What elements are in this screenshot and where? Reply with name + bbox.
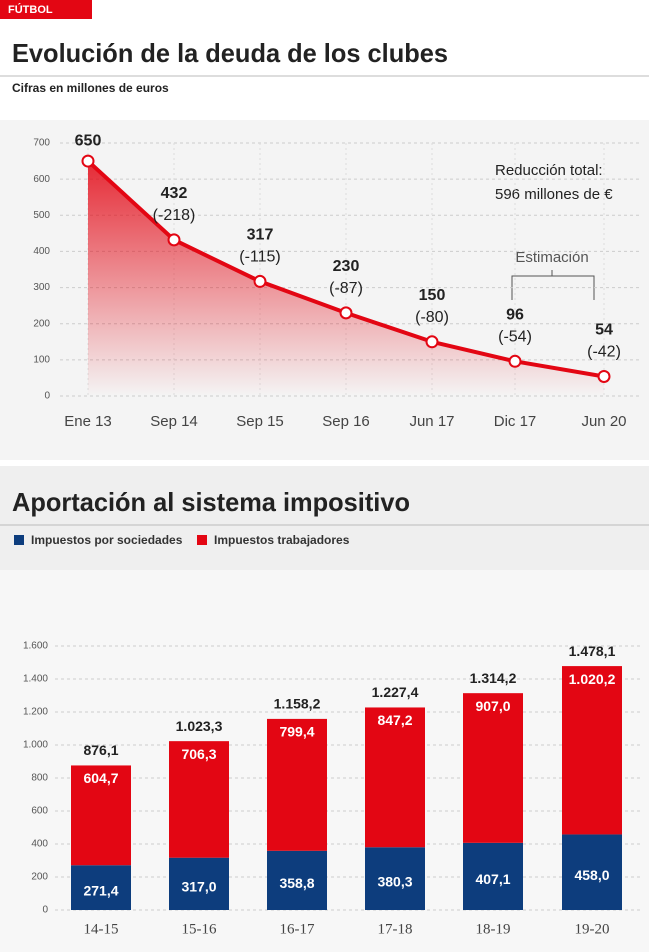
x-tick-label: 18-19 [476,921,511,937]
y-tick-label: 500 [33,210,50,221]
y-tick-label: 1.600 [23,641,48,652]
total-label: 1.227,4 [372,684,419,700]
total-label: 1.478,1 [569,643,616,659]
bar-segment [562,834,622,910]
value-label: 458,0 [574,867,609,883]
x-tick-label: Ene 13 [64,413,112,430]
bar-segment [169,741,229,858]
section-label: FÚTBOL [8,3,53,16]
y-tick-label: 600 [33,174,50,185]
bar-segment [562,666,622,835]
y-tick-label: 400 [33,246,50,257]
change-label: (-54) [498,329,532,346]
total-label: 1.023,3 [176,718,223,734]
value-label: 907,0 [475,698,510,714]
y-tick-label: 1.200 [23,707,48,718]
section-tag [0,0,92,19]
bar-segment [267,718,327,851]
y-tick-label: 400 [31,839,48,850]
value-label: 317 [247,227,274,244]
value-label: 358,8 [279,875,314,891]
value-label: 317,0 [181,879,216,895]
annotation: Reducción total: [495,162,603,179]
bar-segment [365,847,425,910]
value-label: 271,4 [83,882,118,898]
total-label: 1.158,2 [274,696,321,712]
chart-header-panel [0,466,649,570]
legend-label: Impuestos trabajadores [214,533,350,547]
total-label: 876,1 [83,742,118,758]
value-label: 380,3 [377,873,412,889]
bar-segment [71,765,131,866]
value-label: 54 [595,322,613,339]
bar-segment [463,693,523,843]
bar-segment [365,707,425,848]
legend-label: Impuestos por sociedades [31,533,183,547]
y-tick-label: 0 [42,905,48,916]
point [508,354,522,368]
point [339,306,353,320]
bar-segment [169,857,229,910]
x-tick-label: 15-16 [182,921,217,937]
point [167,233,181,247]
x-tick-label: Dic 17 [494,413,537,430]
x-tick-label: Jun 20 [581,413,626,430]
point [253,274,267,288]
chart-title: Aportación al sistema impositivo [12,487,410,517]
value-label: 847,2 [377,712,412,728]
y-tick-label: 1.400 [23,674,48,685]
x-tick-label: 14-15 [84,921,119,937]
x-tick-label: Sep 14 [150,413,198,430]
x-tick-label: 16-17 [280,921,315,937]
x-tick-label: Sep 16 [322,413,370,430]
bar-segment [463,842,523,910]
bar-segment [267,850,327,910]
y-tick-label: 200 [33,318,50,329]
legend-swatch [14,535,24,545]
point [425,335,439,349]
legend-swatch [197,535,207,545]
value-label: 96 [506,307,524,324]
value-label: 706,3 [181,746,216,762]
change-label: (-42) [587,344,621,361]
annotation: Estimación [515,249,588,266]
value-label: 1.020,2 [569,671,616,687]
total-label: 1.314,2 [470,670,517,686]
y-tick-label: 100 [33,354,50,365]
y-tick-label: 800 [31,773,48,784]
chart-title: Evolución de la deuda de los clubes [12,38,448,68]
x-tick-label: 19-20 [575,921,610,937]
y-tick-label: 1.000 [23,740,48,751]
value-label: 650 [75,132,102,149]
value-label: 799,4 [279,724,314,740]
y-tick-label: 200 [31,872,48,883]
x-tick-label: 17-18 [378,921,413,937]
y-tick-label: 700 [33,138,50,149]
change-label: (-115) [239,249,281,266]
point [81,154,95,168]
chart-subtitle: Cifras en millones de euros [12,81,169,95]
y-tick-label: 0 [44,391,50,402]
point [597,369,611,383]
x-tick-label: Sep 15 [236,413,284,430]
value-label: 432 [161,185,188,202]
value-label: 150 [419,287,446,304]
change-label: (-87) [329,280,363,297]
annotation: 596 millones de € [495,186,613,203]
value-label: 604,7 [83,770,118,786]
x-tick-label: Jun 17 [409,413,454,430]
area [88,161,604,396]
change-label: (-218) [153,207,196,224]
y-tick-label: 600 [31,806,48,817]
y-tick-label: 300 [33,282,50,293]
value-label: 407,1 [475,871,510,887]
bar-segment [71,865,131,910]
change-label: (-80) [415,309,449,326]
value-label: 230 [333,258,360,275]
